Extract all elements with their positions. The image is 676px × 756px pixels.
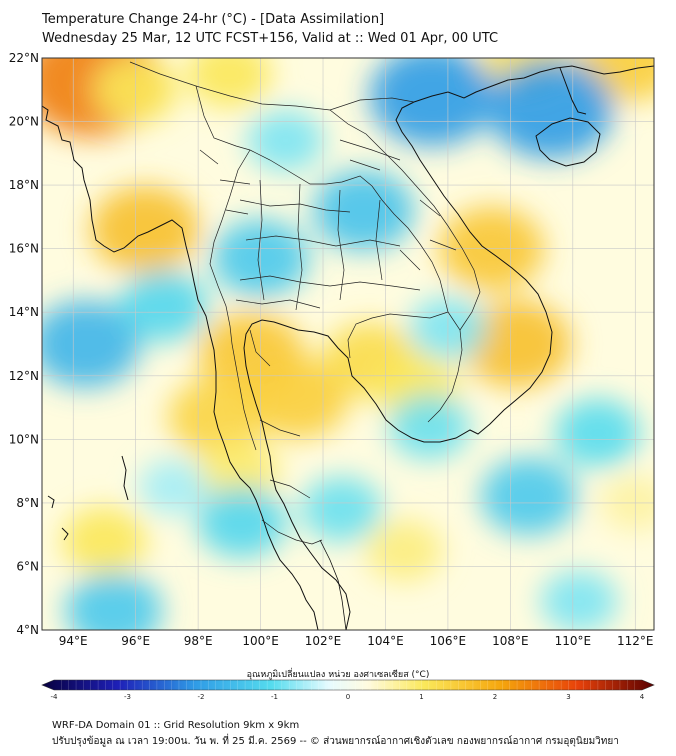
lon-tick-label: 102°E: [305, 634, 342, 648]
lat-tick-label: 10°N: [9, 432, 39, 446]
colorbar-ticks: -4 -3 -2 -1 0 1 2 3 4: [51, 693, 645, 701]
field-anomaly: [369, 58, 495, 147]
coastline-layer: [42, 65, 654, 630]
lat-tick-label: 12°N: [9, 369, 39, 383]
temperature-field: [42, 58, 654, 630]
lat-tick-label: 4°N: [16, 623, 39, 637]
colorbar-tick-label: 1: [419, 693, 423, 701]
longitude-labels: 94°E 96°E 98°E 100°E 102°E 104°E 106°E 108°E 110…: [59, 634, 654, 648]
border-thailand-cambodia: [347, 311, 449, 359]
field-anomaly: [197, 486, 287, 558]
lat-tick-label: 8°N: [16, 496, 39, 510]
field-anomaly: [247, 109, 325, 172]
border-laos-vietnam: [329, 109, 481, 331]
colorbar-tick-label: 2: [493, 693, 497, 701]
coastline-west: [42, 105, 319, 630]
lat-tick-label: 20°N: [9, 115, 39, 129]
lon-tick-label: 98°E: [184, 634, 213, 648]
lon-tick-label: 94°E: [59, 634, 88, 648]
field-anomaly: [198, 438, 280, 504]
field-anomaly: [388, 394, 470, 460]
colorbar-tick-label: -3: [124, 693, 131, 701]
field-anomaly: [65, 572, 163, 630]
border-thailand-laos: [249, 149, 449, 313]
coastline-malaysia-east: [319, 539, 347, 630]
lon-tick-label: 110°E: [555, 634, 592, 648]
lat-tick-label: 14°N: [9, 305, 39, 319]
colorbar-tick-label: -4: [51, 693, 59, 701]
field-anomaly: [90, 186, 200, 274]
colorbar-tick-label: 3: [566, 693, 570, 701]
border-china: [129, 61, 415, 111]
colorbar-tick-label: -1: [271, 693, 278, 701]
lon-tick-label: 104°E: [367, 634, 404, 648]
field-anomaly: [365, 519, 443, 582]
border-myanmar-thailand: [209, 149, 257, 451]
province-boundaries: [235, 179, 421, 499]
coastline-indochina: [243, 101, 553, 630]
field-anomaly: [540, 570, 618, 630]
border-myanmar-north: [195, 85, 251, 151]
coastline-china: [413, 65, 654, 103]
field-anomaly: [61, 507, 147, 576]
field-anomaly: [555, 398, 641, 467]
field-anomaly: [186, 58, 272, 108]
borders-layer: [129, 61, 481, 545]
field-anomaly: [138, 459, 208, 515]
small-islands: [61, 527, 69, 541]
lat-tick-label: 16°N: [9, 242, 39, 256]
lat-tick-label: 18°N: [9, 178, 39, 192]
lon-tick-label: 96°E: [121, 634, 150, 648]
chart-title: Temperature Change 24-hr (°C) - [Data As…: [42, 12, 385, 27]
latitude-labels: 4°N 6°N 8°N 10°N 12°N 14°N 16°N 18°N 20°N 22°N: [9, 51, 39, 637]
field-anomaly: [119, 270, 209, 342]
leizhou-peninsula: [559, 67, 587, 115]
field-anomaly: [480, 457, 578, 536]
field-anomaly: [462, 300, 572, 388]
field-anomaly: [488, 58, 614, 159]
colorbar-segments: [61, 680, 635, 690]
lon-tick-label: 112°E: [617, 634, 654, 648]
lon-tick-label: 106°E: [430, 634, 467, 648]
lat-tick-label: 22°N: [9, 51, 39, 65]
field-anomaly: [301, 476, 383, 542]
field-anomaly: [42, 300, 141, 388]
map-frame: [41, 57, 655, 631]
colorbar: -4 -3 -2 -1 0 1 2 3 4: [41, 679, 655, 701]
border-malaysia-thailand: [261, 519, 323, 545]
lon-tick-label: 100°E: [242, 634, 279, 648]
map-panel: [41, 57, 655, 631]
district-boundaries: [199, 139, 457, 271]
colorbar-tick-label: 0: [346, 693, 350, 701]
colorbar-tick-label: -2: [198, 693, 205, 701]
colorbar-title: อุณหภูมิเปลี่ยนแปลง หน่วย องศาเซลเซียส (…: [246, 670, 430, 680]
lon-tick-label: 108°E: [492, 634, 529, 648]
hainan-island: [535, 117, 601, 167]
chart-subtitle: Wednesday 25 Mar, 12 UTC FCST+156, Valid…: [42, 31, 499, 46]
andaman-islands: [121, 455, 129, 501]
colorbar-tick-label: 4: [640, 693, 645, 701]
footer-credit: ปรับปรุงข้อมูล ณ เวลา 19:00น. วัน พ. ที่…: [52, 736, 619, 747]
lat-tick-label: 6°N: [16, 559, 39, 573]
nicobar-islands: [47, 495, 55, 509]
footer-model-info: WRF-DA Domain 01 :: Grid Resolution 9km …: [52, 720, 300, 731]
field-anomaly: [168, 378, 266, 456]
